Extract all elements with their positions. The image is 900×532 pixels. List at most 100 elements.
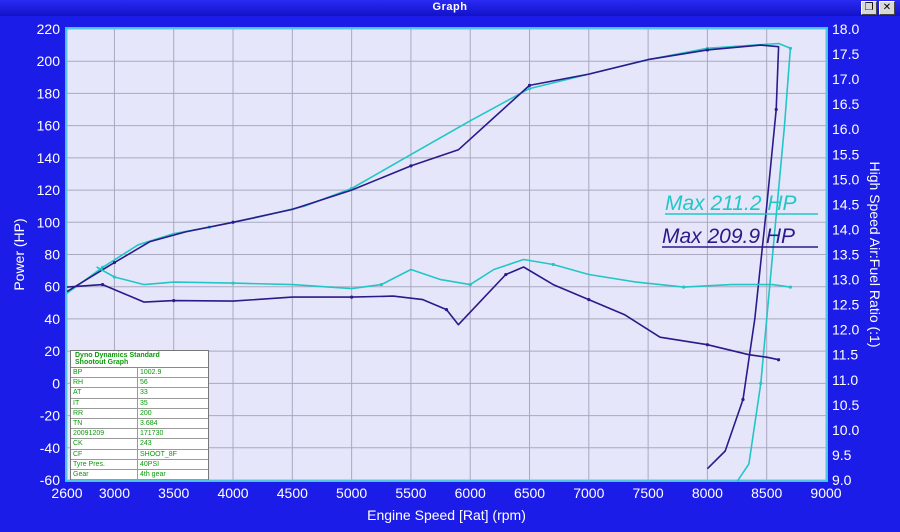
data-point: [112, 260, 117, 265]
info-table-header-line1: Dyno Dynamics Standard: [75, 352, 160, 359]
info-table-key: TN: [71, 418, 138, 429]
y2-tick-label: 9.5: [832, 447, 852, 463]
info-table-value: 171730: [140, 430, 164, 438]
y-tick-label: 120: [37, 182, 61, 198]
info-table-row: BP 1002.9: [71, 368, 208, 379]
x-tick-label: 4500: [277, 485, 308, 501]
x-tick-label: 6500: [514, 485, 545, 501]
y2-tick-label: 10.5: [832, 397, 859, 413]
restore-icon[interactable]: ❐: [861, 1, 877, 15]
info-table-row: Gear 4th gear: [71, 469, 208, 481]
y-tick-label: 220: [37, 21, 61, 37]
data-point: [112, 275, 117, 279]
y2-tick-label: 15.0: [832, 171, 859, 187]
info-table-header: Dyno Dynamics Standard Shootout Graph: [71, 351, 208, 368]
af-ratio-line-4: [66, 266, 779, 361]
data-point: [444, 308, 449, 312]
x-tick-label: 9000: [810, 485, 841, 501]
x-tick-label: 3500: [158, 485, 189, 501]
data-point: [551, 262, 555, 267]
x-tick-label: 2600: [51, 485, 82, 501]
y-tick-label: 0: [52, 375, 60, 391]
y2-tick-label: 17.5: [832, 46, 859, 62]
data-point: [379, 282, 383, 287]
info-table-value: 243: [140, 440, 152, 448]
y2-tick-label: 13.0: [832, 272, 859, 288]
y-tick-label: 80: [44, 247, 60, 263]
y-tick-label: 100: [37, 214, 61, 230]
x-tick-label: 6000: [455, 485, 486, 501]
info-table-value: 3.684: [140, 419, 158, 427]
info-table-key: Gear: [71, 469, 138, 480]
data-point: [788, 285, 793, 289]
y2-tick-label: 17.0: [832, 71, 859, 87]
data-point: [504, 272, 508, 277]
info-table-row: 20091209 171730: [71, 429, 208, 440]
info-table-row: TN 3.684: [71, 418, 208, 430]
title-bar[interactable]: Graph ❐ ✕: [0, 0, 900, 16]
window-title: Graph: [432, 1, 468, 13]
data-point: [100, 282, 105, 287]
close-icon[interactable]: ✕: [879, 1, 895, 15]
y2-tick-label: 10.0: [832, 422, 859, 438]
y-tick-label: -40: [40, 440, 60, 456]
data-point: [350, 295, 354, 299]
y-tick-label: 200: [37, 53, 61, 69]
data-point: [231, 220, 235, 224]
y2-tick-label: 14.0: [832, 221, 859, 237]
data-point: [409, 164, 413, 168]
data-point: [527, 86, 532, 91]
data-point: [741, 397, 745, 402]
max-power-label-run2: Max 209.9 HP: [662, 225, 795, 248]
y2-tick-label: 18.0: [832, 21, 859, 37]
info-table-key: RH: [71, 378, 138, 388]
data-point: [100, 265, 105, 269]
y-tick-label: 140: [37, 150, 61, 166]
x-tick-label: 5500: [395, 485, 426, 501]
data-point: [774, 107, 778, 112]
data-point: [776, 358, 781, 362]
info-table-key: IT: [71, 398, 138, 408]
y2-tick-label: 12.0: [832, 322, 859, 338]
y2-axis-title: High Speed Air:Fuel Ratio (:1): [867, 162, 883, 348]
x-tick-label: 7500: [633, 485, 664, 501]
x-tick-label: 3000: [99, 485, 130, 501]
y2-tick-label: 14.5: [832, 196, 859, 212]
y-tick-label: 60: [44, 279, 60, 295]
info-table-key: RR: [71, 408, 138, 418]
info-table-row: Tyre Pres. 40PSI: [71, 459, 208, 470]
info-table-key: CF: [71, 449, 138, 459]
data-point: [759, 381, 763, 385]
y2-tick-label: 15.5: [832, 146, 859, 162]
x-tick-label: 7000: [573, 485, 604, 501]
info-table-key: 20091209: [71, 429, 138, 439]
data-point: [527, 83, 532, 87]
info-table-value: 200: [140, 409, 152, 417]
y2-tick-label: 11.0: [832, 372, 858, 388]
y2-tick-label: 9.0: [832, 472, 852, 488]
data-point: [788, 46, 793, 50]
info-table-value: 56: [140, 379, 148, 387]
y-tick-label: 180: [37, 85, 61, 101]
info-table-value: 40PSI: [140, 460, 160, 468]
data-point: [172, 299, 176, 303]
y-tick-label: 40: [44, 311, 60, 327]
info-table-row: RH 56: [71, 378, 208, 389]
data-point: [231, 281, 235, 285]
max-power-label-run1: Max 211.2 HP: [665, 192, 797, 215]
info-table-key: CK: [71, 439, 138, 449]
info-table-value: 1002.9: [140, 369, 162, 376]
info-table-key: BP: [71, 368, 138, 378]
info-table-row: RR 200: [71, 408, 208, 419]
y2-tick-label: 16.0: [832, 121, 859, 137]
x-tick-label: 5000: [336, 485, 367, 501]
x-tick-label: 4000: [217, 485, 248, 501]
power-line-2: [66, 44, 780, 470]
info-table-row: AT 33: [71, 388, 208, 399]
info-table-row: CK 243: [71, 439, 208, 450]
y-tick-label: -20: [40, 408, 60, 424]
x-tick-label: 8000: [692, 485, 723, 501]
y2-tick-label: 12.5: [832, 297, 859, 313]
data-point: [705, 48, 710, 52]
